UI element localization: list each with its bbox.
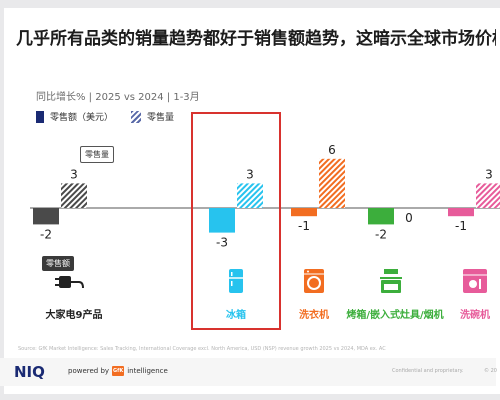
bar-sales-value-oven [368,208,394,225]
category-label-dishwasher: 洗碗机 [460,310,490,321]
data-label-sales-value-major-appliances: -2 [40,227,52,241]
category-label-major-appliances: 大家电9产品 [45,310,103,321]
source-note: Source: GfK Market Intelligence: Sales T… [18,346,386,352]
callout-sales-value: 零售额 [42,256,74,271]
legend-item-sales-volume: 零售量 [131,110,174,123]
data-label-sales-value-dishwasher: -1 [455,219,467,233]
category-label-fridge: 冰箱 [226,310,246,321]
data-label-sales-volume-oven: 0 [405,211,413,225]
data-label-sales-volume-major-appliances: 3 [70,167,78,181]
powered-by: powered by GfK intelligence [68,366,168,376]
footer-bar [0,358,496,386]
data-label-sales-volume-dishwasher: 3 [485,167,493,181]
bar-sales-value-washer [291,208,317,217]
slide-title: 几乎所有品类的销量趋势都好于销售额趋势，这暗示全球市场价格在 [16,29,496,49]
intelligence-text: intelligence [127,367,168,375]
legend-swatch-hatched [131,110,142,123]
washing-machine-icon [304,269,324,293]
chart-subtitle: 同比增长% | 2025 vs 2024 | 1-3月 [36,92,200,103]
oven-hob-icon [380,269,402,293]
callout-sales-volume: 零售量 [80,146,114,163]
legend-item-sales-value: 零售额（美元） [36,110,113,123]
legend-swatch-solid [36,110,44,123]
legend-label-sales-volume: 零售量 [147,113,175,123]
bar-sales-volume-dishwasher [476,183,500,208]
fridge-highlight-box [191,112,281,330]
bar-sales-value-major-appliances [33,208,59,225]
data-label-sales-value-oven: -2 [375,227,387,241]
data-label-sales-volume-washer: 6 [328,143,336,157]
dishwasher-icon [463,269,487,293]
bar-sales-value-fridge [209,208,235,233]
plug-icon [55,276,84,289]
category-label-oven: 烤箱/嵌入式灶具/烟机 [346,310,444,321]
data-label-sales-value-washer: -1 [298,219,310,233]
data-label-sales-value-fridge: -3 [216,236,228,250]
legend-label-sales-value: 零售额（美元） [50,113,114,123]
fridge-icon [229,269,243,293]
legend: 零售额（美元） 零售量 [36,110,186,123]
bar-sales-volume-major-appliances [61,183,87,208]
bar-sales-value-dishwasher [448,208,474,217]
bar-sales-volume-fridge [237,183,263,208]
data-label-sales-volume-fridge: 3 [246,167,254,181]
niq-logo: NIQ [14,363,45,381]
category-label-washer: 洗衣机 [299,310,329,321]
bar-sales-volume-washer [319,158,345,208]
page-number: © 20 [484,368,497,374]
confidential-note: Confidential and proprietary. [392,368,464,374]
powered-by-text: powered by [68,367,110,375]
gfk-logo: GfK [112,366,125,376]
